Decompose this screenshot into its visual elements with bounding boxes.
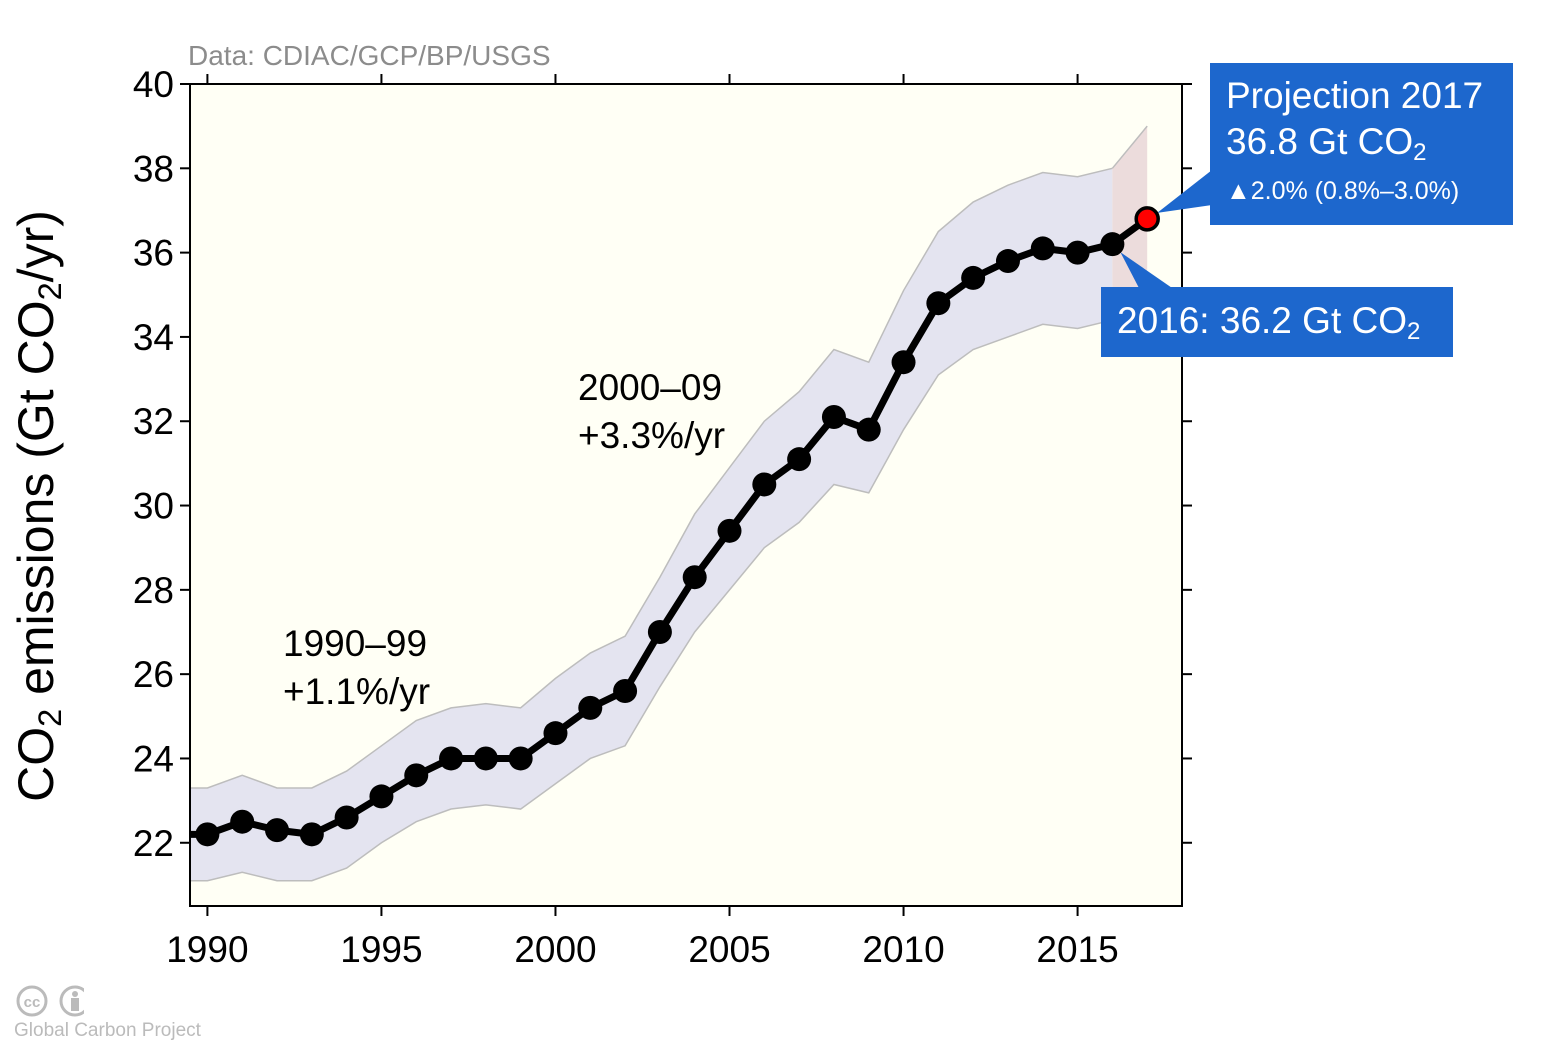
data-point-1995 — [369, 784, 394, 809]
uncertainty-upper-edge — [190, 167, 1113, 789]
data-point-2007 — [787, 447, 812, 472]
x-tick-label: 2015 — [1036, 929, 1118, 970]
y-tick-label: 36 — [133, 233, 174, 274]
attribution-icon — [59, 985, 84, 1017]
data-point-2015 — [1065, 240, 1090, 265]
data-point-1990 — [195, 822, 220, 847]
data-point-2011 — [926, 291, 951, 316]
y-tick-label: 24 — [133, 738, 174, 779]
emissions-line — [190, 240, 1114, 838]
svg-text:cc: cc — [24, 994, 41, 1011]
data-source-note: Data: CDIAC/GCP/BP/USGS — [188, 40, 551, 71]
y-tick-label: 30 — [133, 486, 174, 527]
data-point-2003 — [647, 620, 672, 644]
annotation-1990s: 1990–99 +1.1%/yr — [283, 623, 431, 712]
logo-text: Global Carbon Project — [14, 1020, 201, 1041]
data-point-2008 — [821, 405, 846, 430]
data-point-2005 — [717, 518, 742, 543]
y-tick-label: 40 — [133, 64, 174, 105]
last-year-callout-pointer — [1120, 252, 1175, 290]
y-tick-label: 26 — [133, 654, 174, 695]
x-tick-label: 1995 — [340, 929, 422, 970]
data-point-1999 — [508, 746, 533, 771]
data-point-2013 — [995, 249, 1020, 274]
data-point-2000 — [543, 721, 568, 746]
plot-frame — [189, 83, 1183, 907]
data-point-2014 — [1030, 236, 1055, 261]
data-point-2004 — [682, 565, 707, 590]
projection-callout-pointer — [1157, 170, 1212, 213]
data-point-1996 — [404, 763, 429, 788]
y-tick-label: 32 — [133, 401, 174, 442]
data-point-1994 — [334, 805, 359, 830]
last-year-callout: 2016: 36.2 Gt CO2 — [1101, 287, 1453, 357]
data-point-1998 — [473, 746, 498, 771]
uncertainty-band — [190, 168, 1113, 881]
data-point-2001 — [578, 695, 603, 720]
data-point-1991 — [230, 809, 255, 834]
data-point-2002 — [613, 679, 638, 704]
license-icons: cc — [16, 985, 84, 1017]
y-axis-label: CO2 emissions (Gt CO2/yr) — [7, 210, 69, 802]
projection-callout: Projection 2017 36.8 Gt CO2 ▲2.0% (0.8%–… — [1210, 63, 1513, 225]
data-point-2010 — [891, 350, 916, 375]
data-point-2009 — [856, 417, 881, 442]
x-tick-label: 2010 — [862, 929, 944, 970]
x-tick-label: 2000 — [514, 929, 596, 970]
data-point-2006 — [752, 472, 777, 497]
y-tick-label: 38 — [133, 148, 174, 189]
y-tick-label: 34 — [133, 317, 174, 358]
cc-icon: cc — [16, 985, 48, 1017]
x-tick-label: 2005 — [688, 929, 770, 970]
projection-upper-edge — [1111, 125, 1148, 169]
annotation-2000s: 2000–09 +3.3%/yr — [578, 367, 726, 456]
uncertainty-lower-edge — [190, 319, 1113, 882]
y-tick-label: 28 — [133, 570, 174, 611]
x-tick-label: 1990 — [166, 929, 248, 970]
data-point-1997 — [439, 746, 464, 771]
data-point-1992 — [265, 818, 290, 843]
y-tick-label: 22 — [133, 823, 174, 864]
projection-point-2017 — [1134, 206, 1160, 232]
data-point-2016 — [1100, 232, 1125, 257]
data-point-2012 — [961, 265, 986, 290]
data-point-1993 — [299, 822, 324, 847]
